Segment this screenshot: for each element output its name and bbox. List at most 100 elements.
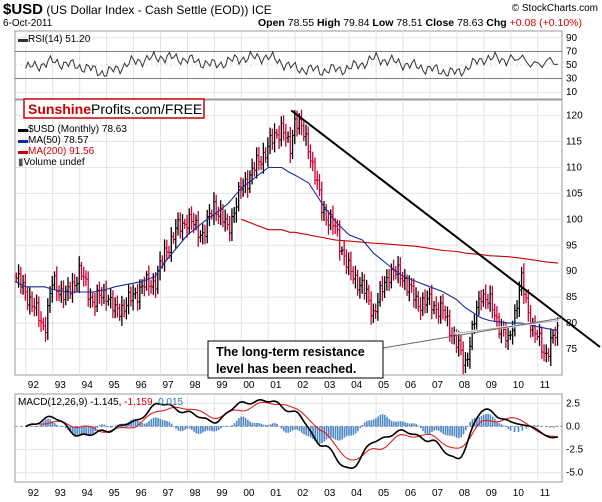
x-tick-label: 97: [163, 380, 175, 391]
x-tick-label: 02: [297, 488, 309, 499]
macd-hist-bar: [509, 426, 512, 431]
annotation-pointer: [382, 317, 563, 349]
macd-signal-line: [25, 401, 559, 461]
macd-hist-bar: [402, 421, 404, 427]
macd-hist-bar: [294, 426, 296, 430]
macd-hist-bar: [500, 424, 503, 427]
x-tick-label: 94: [82, 488, 94, 499]
macd-hist-bar: [462, 426, 465, 435]
signal-value: -1.159: [124, 397, 153, 408]
macd-hist-bar: [74, 426, 76, 436]
macd-hist-bar: [269, 424, 272, 427]
macd-hist-bar: [372, 419, 375, 427]
macd-hist-bar: [56, 424, 58, 427]
macd-hist-bar: [476, 417, 478, 427]
price-tick: 80: [566, 318, 578, 329]
macd-hist-bar: [89, 426, 92, 436]
price-bars: [15, 109, 559, 375]
open-value: 78.55: [287, 17, 315, 29]
macd-hist-bar: [253, 422, 256, 427]
macd-hist-bar: [352, 426, 355, 436]
macd-hist-bar: [341, 426, 343, 440]
macd-hist-bar: [96, 426, 99, 428]
macd-hist-bar: [132, 418, 135, 427]
macd-hist-bar: [296, 426, 299, 430]
macd-hist-bar: [202, 426, 204, 433]
x-tick-label: 02: [297, 380, 309, 391]
x-tick-label: 05: [378, 380, 390, 391]
macd-hist-bar: [276, 423, 278, 427]
x-tick-label: 92: [28, 380, 40, 391]
macd-hist-bar: [177, 426, 180, 431]
macd-hist-bar: [381, 414, 384, 427]
legend-text: MA(50) 78.57: [28, 135, 89, 146]
rsi-label-text: RSI(14) 51.20: [28, 34, 91, 45]
macd-hist-bar: [386, 416, 388, 427]
annotation-line2: level has been reached.: [216, 362, 356, 376]
macd-hist-bar: [446, 426, 449, 436]
open-label: Open: [258, 17, 285, 29]
macd-hist-bar: [460, 426, 463, 438]
macd-hist-bar: [336, 426, 339, 441]
macd-hist-bar: [366, 420, 368, 427]
macd-hist-bar: [339, 426, 341, 441]
x-tick-label: 10: [513, 380, 525, 391]
macd-hist-bar: [440, 426, 442, 433]
macd-hist-bar: [498, 423, 501, 427]
x-tick-label: 96: [136, 380, 148, 391]
macd-value: -1.145: [90, 397, 119, 408]
macd-hist-bar: [217, 426, 220, 430]
macd-label-prefix: MACD(12,26,9): [18, 397, 87, 408]
macd-hist-bar: [208, 426, 211, 431]
macd-hist-bar: [44, 419, 47, 427]
macd-hist-bar: [197, 426, 200, 435]
x-tick-label: 93: [55, 380, 67, 391]
macd-hist-bar: [428, 426, 431, 434]
macd-hist-bar: [359, 426, 361, 429]
x-tick-label: 07: [432, 488, 444, 499]
macd-hist-bar: [83, 426, 85, 436]
macd-hist-bar: [249, 421, 251, 427]
low-label: Low: [372, 17, 394, 29]
macd-hist-bar: [408, 423, 411, 427]
macd-hist-bar: [435, 426, 438, 431]
x-tick-label: 98: [189, 488, 201, 499]
macd-hist-bar: [33, 426, 36, 427]
macd-hist-bar: [384, 414, 386, 427]
macd-hist-bar: [161, 419, 164, 427]
macd-hist-bar: [393, 421, 395, 427]
macd-tick: -2.5: [566, 445, 584, 456]
macd-hist-bar: [36, 426, 38, 427]
macd-hist-bar: [411, 423, 413, 427]
macd-hist-bar: [375, 418, 377, 427]
macd-hist-bar: [157, 418, 159, 427]
macd-hist-bar: [193, 426, 195, 432]
macd-hist-bar: [406, 422, 409, 427]
low-value: 78.51: [396, 17, 423, 29]
macd-hist-bar: [343, 426, 346, 438]
macd-hist-bar: [305, 426, 308, 436]
macd-hist-bar: [172, 426, 175, 427]
x-tick-label: 06: [405, 380, 417, 391]
macd-hist-bar: [417, 425, 420, 427]
macd-hist-bar: [179, 426, 182, 432]
macd-hist-bar: [334, 426, 337, 440]
hist-value: 0.015: [158, 397, 183, 408]
chart-date: 6-Oct-2011: [3, 18, 53, 29]
legend-entry: ▬MA(200) 91.56: [18, 146, 95, 157]
macd-hist-bar: [453, 426, 456, 437]
macd-hist-bar: [267, 425, 269, 427]
macd-hist-bar: [105, 426, 108, 427]
macd-hist-bar: [53, 423, 56, 427]
macd-hist-bar: [69, 426, 72, 433]
macd-hist-bar: [168, 421, 171, 427]
legend-swatch: ▬: [18, 146, 28, 157]
watermark-text: SunshineProfits.com/FREE: [28, 101, 202, 117]
x-tick-label: 03: [324, 488, 336, 499]
macd-hist-bar: [65, 426, 67, 429]
ma50-line: [14, 166, 559, 332]
macd-hist-bar: [318, 426, 321, 444]
macd-hist-bar: [220, 426, 222, 429]
rsi-tick: 90: [566, 33, 578, 44]
